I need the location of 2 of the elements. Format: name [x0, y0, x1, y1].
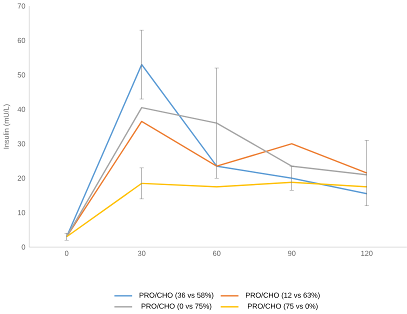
line-series [66, 181, 368, 238]
line-series [66, 64, 368, 238]
